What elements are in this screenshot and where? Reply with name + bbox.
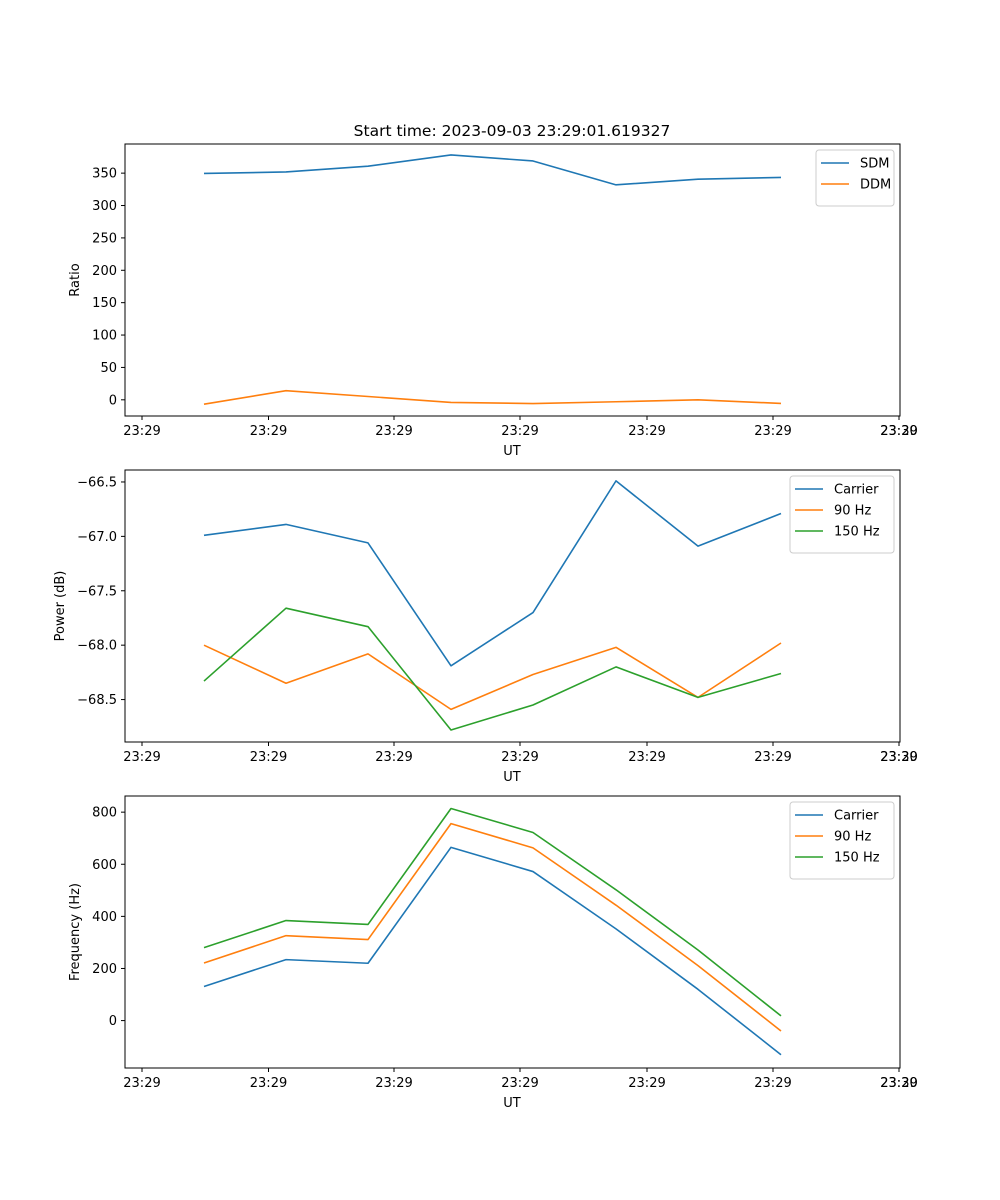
figure-title: Start time: 2023-09-03 23:29:01.619327 xyxy=(354,122,671,140)
x-tick-label: 23:29 xyxy=(880,750,917,765)
legend-label: DDM xyxy=(860,178,891,193)
x-tick-label: 23:29 xyxy=(250,1076,287,1091)
series-line-90-hz xyxy=(203,642,782,711)
legend-label: 90 Hz xyxy=(834,504,871,519)
y-tick-label: 100 xyxy=(92,329,117,344)
legend-box xyxy=(789,801,895,880)
y-tick-label: 350 xyxy=(92,167,117,182)
y-tick-label: 600 xyxy=(92,858,117,873)
x-tick-label: 23:29 xyxy=(123,1076,160,1091)
x-tick-label: 23:29 xyxy=(250,750,287,765)
x-tick-label: 23:29 xyxy=(501,1076,538,1091)
frequency-panel: 23:29 23:29 23:29 23:29 23:29 23:29 23:2923:30… xyxy=(68,795,918,1111)
series-line-150-hz xyxy=(203,807,782,1017)
y-tick-label: 0 xyxy=(109,393,117,408)
x-tick-label: 23:29 xyxy=(501,750,538,765)
x-tick-label: 23:29 xyxy=(880,424,917,439)
series-line-carrier xyxy=(203,846,782,1056)
axes-frame xyxy=(124,795,901,1069)
x-tick-label: 23:30 xyxy=(880,1076,917,1091)
y-tick-label: 50 xyxy=(100,361,117,376)
legend-label: 150 Hz xyxy=(834,525,880,540)
x-tick-label: 23:29 xyxy=(375,424,412,439)
y-tick-label: −66.5 xyxy=(77,475,117,490)
series-line-90-hz xyxy=(203,822,782,1032)
y-tick-label: 250 xyxy=(92,231,117,246)
x-tick-label: 23:29 xyxy=(754,1076,791,1091)
y-tick-label: 200 xyxy=(92,962,117,977)
legend-label: SDM xyxy=(860,157,889,172)
x-axis-label: UT xyxy=(503,1096,521,1111)
ratio-panel: 23:29 23:29 23:29 23:29 23:29 23:29 23:2923:30… xyxy=(68,143,918,459)
y-tick-label: −68.5 xyxy=(77,693,117,708)
x-tick-label: 23:30 xyxy=(880,424,917,439)
x-tick-label: 23:30 xyxy=(880,750,917,765)
power-panel: 23:29 23:29 23:29 23:29 23:29 23:29 23:2923:30… xyxy=(53,469,918,785)
series-line-sdm xyxy=(203,154,782,186)
legend-box xyxy=(789,475,895,554)
x-tick-label: 23:29 xyxy=(628,1076,665,1091)
y-tick-label: 0 xyxy=(109,1014,117,1029)
x-tick-label: 23:29 xyxy=(250,424,287,439)
x-tick-label: 23:29 xyxy=(123,750,160,765)
legend-label: 150 Hz xyxy=(834,851,880,866)
axes-frame xyxy=(124,469,901,743)
x-axis-label: UT xyxy=(503,444,521,459)
series-line-ddm xyxy=(203,389,782,405)
axes-frame xyxy=(124,143,901,417)
x-tick-label: 23:29 xyxy=(628,424,665,439)
y-tick-label: 300 xyxy=(92,199,117,214)
legend-label: Carrier xyxy=(834,809,879,824)
y-tick-label: 150 xyxy=(92,296,117,311)
y-tick-label: 800 xyxy=(92,806,117,821)
x-tick-label: 23:29 xyxy=(123,424,160,439)
x-tick-label: 23:29 xyxy=(880,1076,917,1091)
series-line-carrier xyxy=(203,480,782,667)
x-tick-label: 23:29 xyxy=(754,424,791,439)
x-axis-label: UT xyxy=(503,770,521,785)
y-tick-label: −68.0 xyxy=(77,639,117,654)
y-tick-label: −67.5 xyxy=(77,584,117,599)
y-tick-label: 400 xyxy=(92,910,117,925)
x-tick-label: 23:29 xyxy=(375,750,412,765)
legend-label: 90 Hz xyxy=(834,830,871,845)
x-tick-label: 23:29 xyxy=(501,424,538,439)
y-axis-label: Frequency (Hz) xyxy=(68,883,83,981)
legend-box xyxy=(815,149,895,207)
y-axis-label: Power (dB) xyxy=(53,571,68,642)
x-tick-label: 23:29 xyxy=(628,750,665,765)
y-tick-label: −67.0 xyxy=(77,530,117,545)
y-axis-label: Ratio xyxy=(68,263,83,296)
x-tick-label: 23:29 xyxy=(754,750,791,765)
legend-label: Carrier xyxy=(834,483,879,498)
x-tick-label: 23:29 xyxy=(375,1076,412,1091)
y-tick-label: 200 xyxy=(92,264,117,279)
series-line-150-hz xyxy=(203,607,782,731)
